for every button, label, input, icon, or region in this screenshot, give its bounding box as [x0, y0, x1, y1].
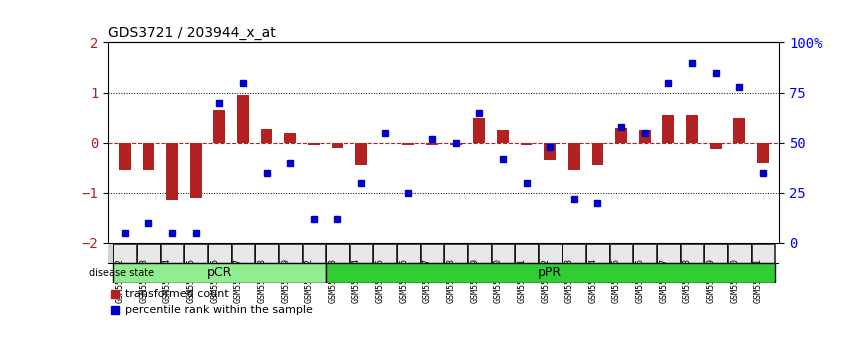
FancyBboxPatch shape	[161, 244, 184, 263]
FancyBboxPatch shape	[539, 244, 561, 263]
Bar	[568, 143, 579, 170]
FancyBboxPatch shape	[326, 263, 775, 283]
Bar	[143, 143, 154, 170]
FancyBboxPatch shape	[397, 244, 420, 263]
FancyBboxPatch shape	[562, 244, 585, 263]
Bar	[757, 143, 769, 163]
Bar	[709, 143, 721, 149]
FancyBboxPatch shape	[704, 244, 727, 263]
Bar	[591, 143, 604, 165]
FancyBboxPatch shape	[113, 244, 136, 263]
Bar	[166, 143, 178, 200]
FancyBboxPatch shape	[515, 244, 538, 263]
Bar	[284, 133, 296, 143]
FancyBboxPatch shape	[633, 244, 656, 263]
FancyBboxPatch shape	[184, 244, 207, 263]
FancyBboxPatch shape	[468, 244, 491, 263]
FancyBboxPatch shape	[492, 244, 514, 263]
FancyBboxPatch shape	[421, 244, 443, 263]
FancyBboxPatch shape	[137, 244, 159, 263]
Bar	[403, 143, 414, 145]
FancyBboxPatch shape	[255, 244, 278, 263]
Text: percentile rank within the sample: percentile rank within the sample	[125, 305, 313, 315]
Bar	[426, 143, 438, 145]
Bar	[615, 128, 627, 143]
Bar	[474, 118, 485, 143]
Bar	[308, 143, 320, 145]
Bar	[686, 115, 698, 143]
Text: transformed count: transformed count	[125, 289, 229, 299]
Bar	[332, 143, 344, 148]
Bar	[213, 110, 225, 143]
Text: pPR: pPR	[538, 267, 562, 279]
FancyBboxPatch shape	[681, 244, 703, 263]
Bar	[639, 130, 650, 143]
Text: disease state: disease state	[89, 268, 154, 278]
Bar	[237, 95, 249, 143]
FancyBboxPatch shape	[279, 244, 301, 263]
FancyBboxPatch shape	[326, 244, 349, 263]
Bar	[662, 115, 675, 143]
Bar	[544, 143, 556, 160]
FancyBboxPatch shape	[231, 244, 255, 263]
FancyBboxPatch shape	[728, 244, 751, 263]
Text: GDS3721 / 203944_x_at: GDS3721 / 203944_x_at	[108, 26, 276, 40]
FancyBboxPatch shape	[657, 244, 680, 263]
FancyBboxPatch shape	[586, 244, 609, 263]
FancyBboxPatch shape	[208, 244, 230, 263]
FancyBboxPatch shape	[373, 244, 396, 263]
FancyBboxPatch shape	[610, 244, 632, 263]
FancyBboxPatch shape	[302, 244, 326, 263]
Bar	[355, 143, 367, 165]
Bar	[734, 118, 745, 143]
FancyBboxPatch shape	[444, 244, 467, 263]
Bar	[497, 130, 509, 143]
FancyBboxPatch shape	[752, 244, 774, 263]
Bar	[449, 143, 462, 145]
Bar	[119, 143, 131, 170]
Bar	[520, 143, 533, 145]
FancyBboxPatch shape	[108, 243, 770, 263]
Bar	[190, 143, 202, 198]
FancyBboxPatch shape	[350, 244, 372, 263]
FancyBboxPatch shape	[113, 263, 326, 283]
Bar	[261, 129, 273, 143]
Text: pCR: pCR	[207, 267, 232, 279]
